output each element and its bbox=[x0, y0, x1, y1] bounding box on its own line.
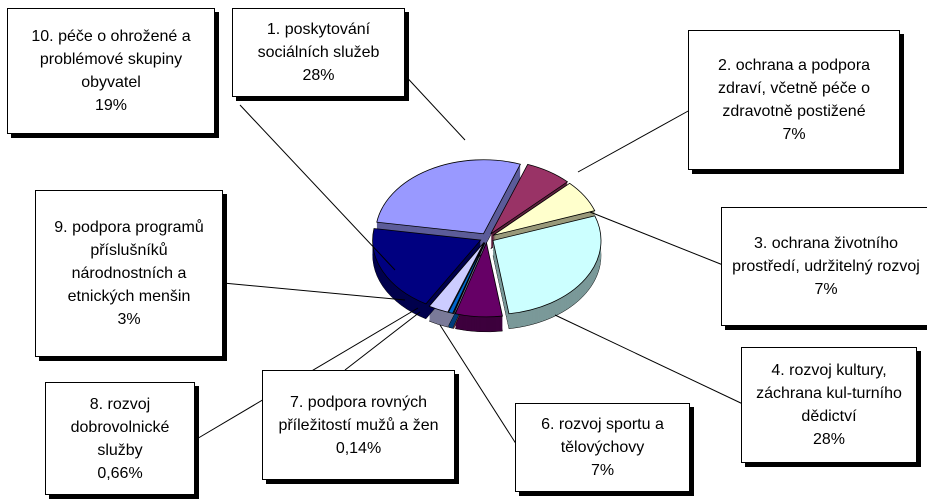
slice bbox=[372, 228, 482, 305]
leader-line bbox=[554, 314, 746, 406]
slice bbox=[428, 242, 485, 313]
value-label: 7% bbox=[590, 462, 615, 479]
category-label: 10. péče o ohrožené a problémové skupiny… bbox=[31, 28, 191, 91]
slice bbox=[490, 163, 569, 235]
category-label: 6. rozvoj sportu a tělovýchovy bbox=[541, 416, 664, 456]
leader-line bbox=[589, 211, 724, 266]
value-label: 19% bbox=[94, 97, 128, 114]
category-label: 7. podpora rovných příležitostí mužů a ž… bbox=[278, 393, 439, 434]
leader-line bbox=[222, 282, 406, 301]
category-label: 9. podpora programů příslušníků národnos… bbox=[54, 219, 204, 305]
leader-line bbox=[239, 104, 396, 271]
value-label: 28% bbox=[812, 431, 846, 448]
slice-label: 10. péče o ohrožené a problémové skupiny… bbox=[7, 8, 215, 134]
slice bbox=[447, 242, 486, 314]
category-label: 8. rozvoj dobrovolnické služby bbox=[70, 395, 170, 459]
slice bbox=[492, 215, 602, 315]
category-label: 4. rozvoj kultury, záchrana kul-turního … bbox=[756, 362, 902, 425]
leader-line bbox=[439, 324, 521, 451]
value-label: 0,14% bbox=[335, 439, 382, 457]
value-label: 0,66% bbox=[97, 464, 143, 482]
slice-label: 1. poskytování sociálních služeb 28% bbox=[232, 8, 405, 97]
slice-label: 8. rozvoj dobrovolnické služby 0,66% bbox=[45, 382, 195, 495]
leader-line bbox=[577, 109, 691, 173]
category-label: 1. poskytování sociálních služeb bbox=[257, 21, 380, 61]
value-label: 3% bbox=[117, 311, 141, 328]
leader-line bbox=[344, 311, 421, 371]
slice-label: 2. ochrana a podpora zdraví, včetně péče… bbox=[688, 30, 900, 170]
slice-label: 3. ochrana životního prostředí, udržitel… bbox=[721, 207, 927, 326]
slice bbox=[454, 241, 503, 318]
slice bbox=[492, 182, 596, 236]
leader-line bbox=[399, 69, 466, 141]
category-label: 3. ochrana životního prostředí, udržitel… bbox=[732, 235, 920, 275]
category-label: 2. ochrana a podpora zdraví, včetně péče… bbox=[717, 57, 871, 120]
slice-label: 6. rozvoj sportu a tělovýchovy 7% bbox=[515, 403, 690, 492]
slice-label: 7. podpora rovných příležitostí mužů a ž… bbox=[262, 370, 455, 480]
slices bbox=[372, 159, 602, 318]
slice-label: 4. rozvoj kultury, záchrana kul-turního … bbox=[741, 347, 917, 463]
value-label: 7% bbox=[782, 126, 806, 143]
value-label: 7% bbox=[814, 281, 838, 298]
slice bbox=[376, 159, 521, 235]
value-label: 28% bbox=[302, 67, 335, 84]
slice-label: 9. podpora programů příslušníků národnos… bbox=[35, 190, 223, 357]
